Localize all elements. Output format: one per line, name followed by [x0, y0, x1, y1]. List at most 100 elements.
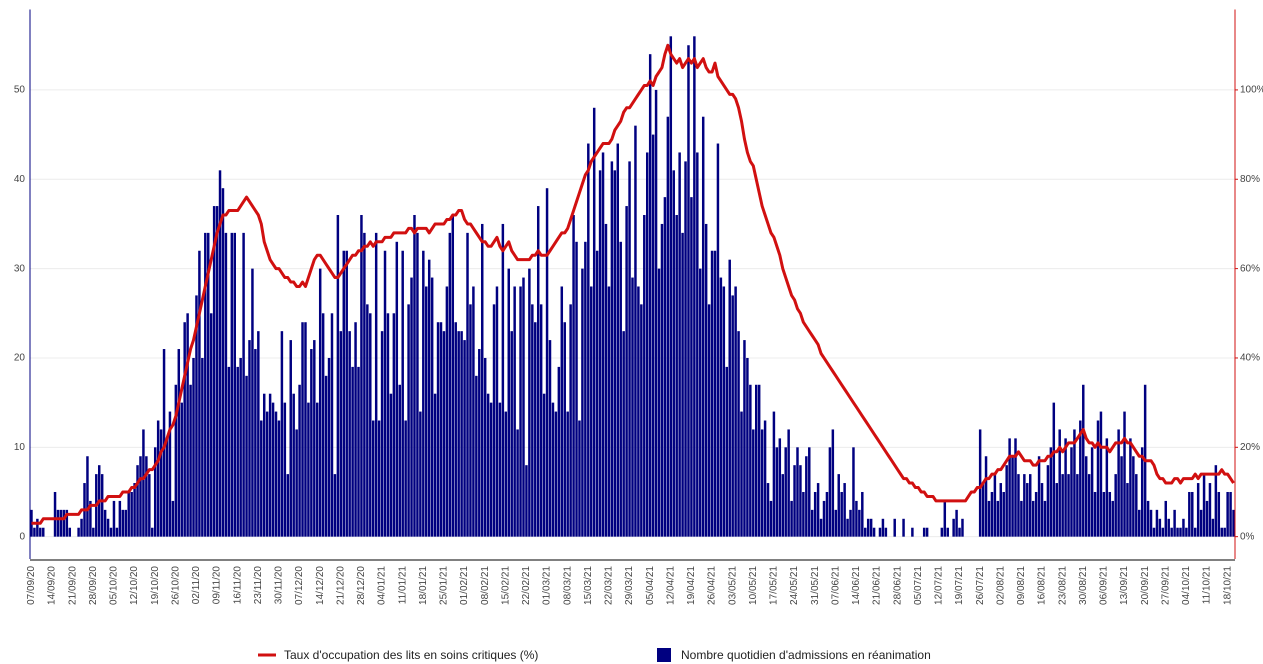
bar	[525, 465, 528, 537]
bar	[153, 447, 157, 537]
bar	[504, 411, 508, 537]
bar	[492, 304, 496, 537]
bar	[604, 223, 608, 537]
bar	[360, 215, 363, 537]
bar	[961, 518, 964, 537]
bar	[625, 206, 628, 537]
x-tick-label: 28/09/20	[88, 566, 99, 605]
bar	[260, 420, 263, 537]
bar	[725, 366, 729, 537]
bar	[563, 322, 566, 537]
bar	[407, 304, 410, 537]
bar	[425, 286, 428, 537]
bar	[701, 116, 705, 537]
bar	[410, 277, 413, 537]
bar	[846, 518, 849, 537]
bar	[528, 268, 531, 537]
bar	[866, 518, 870, 537]
x-tick-label: 28/06/21	[892, 566, 903, 605]
bar	[651, 134, 655, 537]
bar	[1011, 456, 1014, 537]
bar	[286, 474, 290, 537]
bar	[168, 411, 172, 537]
x-tick-label: 02/11/20	[191, 566, 202, 605]
x-tick-label: 07/06/21	[830, 566, 841, 605]
bar	[1188, 491, 1191, 537]
bar	[1117, 429, 1120, 537]
bar	[775, 447, 779, 537]
bar	[507, 268, 510, 537]
bar	[1040, 483, 1044, 537]
bar	[598, 170, 602, 537]
x-tick-label: 12/07/21	[934, 566, 945, 605]
bar	[787, 429, 790, 537]
bar	[696, 152, 699, 537]
x-tick-label: 25/01/21	[439, 566, 450, 605]
bar	[778, 438, 782, 537]
bar	[460, 331, 463, 537]
bar	[519, 286, 522, 537]
x-tick-label: 14/12/20	[315, 566, 326, 605]
x-tick-label: 03/05/21	[727, 566, 738, 605]
bar	[648, 54, 652, 537]
bar	[560, 286, 564, 537]
bar	[531, 304, 534, 537]
y2-tick-label: 0%	[1240, 531, 1255, 542]
x-tick-label: 21/09/20	[67, 566, 78, 605]
bar	[224, 232, 228, 537]
bar	[177, 349, 181, 537]
bar	[481, 223, 484, 537]
x-tick-label: 02/08/21	[995, 566, 1006, 605]
bar	[1082, 384, 1085, 537]
bar	[419, 411, 422, 537]
bar	[616, 143, 620, 537]
bar	[1176, 527, 1179, 537]
bar	[610, 161, 614, 537]
bar	[813, 491, 817, 537]
bar	[542, 393, 546, 537]
y-tick-label: 50	[14, 85, 26, 96]
bar	[53, 491, 57, 537]
bar	[1155, 509, 1159, 537]
bar	[590, 286, 593, 537]
bar	[869, 518, 873, 537]
bar	[89, 500, 92, 537]
bar	[849, 509, 852, 537]
bar	[333, 474, 337, 537]
bar	[427, 259, 431, 537]
bar	[439, 322, 443, 537]
bar	[221, 188, 225, 537]
bar	[578, 420, 581, 537]
bar	[545, 188, 549, 537]
bar	[389, 393, 393, 537]
bar	[719, 277, 723, 537]
bar	[699, 268, 702, 537]
bar	[348, 331, 351, 537]
x-tick-label: 15/03/21	[583, 566, 594, 605]
bar	[622, 331, 625, 537]
bar	[1191, 491, 1194, 537]
bar	[383, 250, 387, 537]
bar	[1002, 491, 1005, 537]
bar	[262, 393, 266, 537]
bar	[274, 411, 278, 537]
bar	[377, 420, 381, 537]
bar	[209, 313, 213, 537]
bar	[922, 527, 926, 537]
bar	[805, 456, 808, 537]
legend-label: Nombre quotidien d'admissions en réanima…	[681, 648, 931, 662]
bar	[816, 483, 820, 537]
bar	[575, 241, 578, 537]
bar	[357, 366, 360, 537]
bar	[307, 402, 310, 537]
bar	[195, 295, 198, 537]
bar	[607, 286, 611, 537]
bar	[121, 509, 125, 537]
bar	[277, 420, 281, 537]
bar	[1061, 474, 1064, 537]
x-tick-label: 06/09/21	[1099, 566, 1110, 605]
bar	[1029, 474, 1032, 537]
x-tick-label: 14/06/21	[851, 566, 862, 605]
bar	[295, 429, 298, 537]
